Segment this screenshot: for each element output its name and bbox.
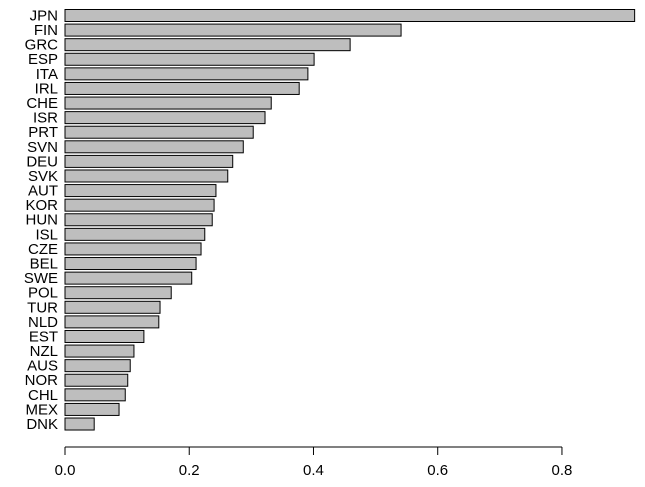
bar (64, 38, 351, 52)
bar (64, 184, 217, 198)
y-tick-label: NOR (25, 372, 59, 389)
bar (64, 81, 300, 95)
bar (64, 315, 160, 329)
y-tick-label: ITA (36, 66, 58, 83)
bar (64, 9, 636, 22)
bar (64, 329, 145, 343)
y-tick-label: PRT (28, 124, 58, 141)
y-tick-label: GRC (25, 37, 59, 54)
bar (64, 300, 161, 314)
y-tick-label: CHE (26, 95, 58, 112)
bar (64, 198, 215, 212)
y-tick-label: HUN (26, 212, 59, 229)
bar (64, 373, 129, 387)
bar (64, 344, 135, 358)
y-tick-label: POL (28, 285, 58, 302)
y-tick-label: SVN (27, 139, 58, 156)
bar (64, 242, 202, 256)
bar (64, 227, 206, 241)
y-tick-label: ISL (35, 226, 58, 243)
bar (64, 125, 254, 139)
y-tick-label: CHL (28, 387, 58, 404)
y-tick-label: NLD (28, 314, 58, 331)
bar (64, 402, 120, 416)
y-tick-label: BEL (30, 255, 58, 272)
y-tick-label: JPN (30, 7, 58, 24)
bar (64, 359, 131, 373)
bar (64, 96, 272, 110)
x-tick-label: 0.4 (303, 462, 324, 479)
y-tick-label: CZE (28, 241, 58, 258)
y-tick-label: FIN (34, 22, 58, 39)
y-tick-label: IRL (35, 80, 58, 97)
y-tick-label: SWE (24, 270, 58, 287)
bar (64, 213, 213, 227)
y-tick-label: AUT (28, 183, 58, 200)
x-tick-label: 0.8 (552, 462, 573, 479)
bar (64, 257, 197, 271)
bar (64, 169, 229, 183)
x-tick-label: 0.2 (179, 462, 200, 479)
y-tick-label: AUS (27, 358, 58, 375)
y-tick-label: MEX (25, 401, 58, 418)
bar (64, 67, 309, 81)
y-tick-label: EST (29, 328, 58, 345)
y-tick-label: TUR (27, 299, 58, 316)
bar (64, 23, 402, 37)
bar (64, 417, 95, 431)
bar (64, 154, 234, 168)
y-tick-label: NZL (30, 343, 58, 360)
y-tick-label: KOR (25, 197, 58, 214)
bar (64, 52, 315, 66)
y-tick-label: ESP (28, 51, 58, 68)
bar (64, 388, 126, 402)
x-tick-label: 0.6 (427, 462, 448, 479)
bar (64, 140, 244, 154)
bar (64, 286, 172, 300)
bar (64, 111, 266, 125)
x-tick-label: 0.0 (55, 462, 76, 479)
y-tick-label: DNK (26, 416, 58, 433)
bar (64, 271, 193, 285)
y-tick-label: DEU (26, 153, 58, 170)
y-tick-label: SVK (28, 168, 58, 185)
y-tick-label: ISR (33, 110, 58, 127)
